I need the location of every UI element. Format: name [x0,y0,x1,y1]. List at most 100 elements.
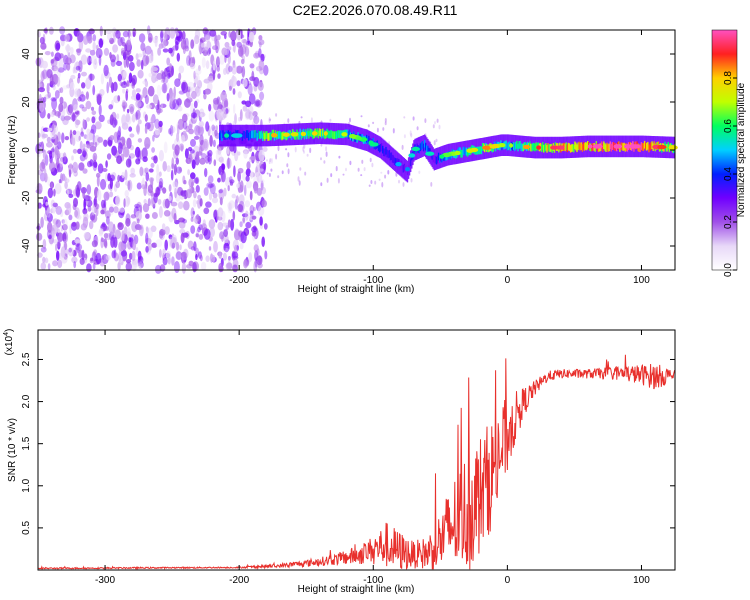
noise-blob [120,250,127,257]
noise-blob [137,250,142,261]
chart-title: C2E2.2026.070.08.49.R11 [292,2,458,18]
noise-speckle [266,159,268,162]
trace-core [518,141,520,149]
noise-blob [42,256,46,263]
noise-blob [58,152,65,158]
noise-blob [109,177,113,190]
noise-blob [72,137,76,146]
noise-blob [144,125,148,134]
noise-speckle [269,158,272,162]
noise-blob [147,32,153,44]
noise-blob [185,157,192,164]
noise-blob [66,104,73,116]
noise-blob [238,194,245,205]
noise-blob [69,47,74,55]
noise-blob [56,240,61,248]
noise-blob [74,209,79,218]
noise-blob [235,195,239,204]
noise-blob [109,206,114,213]
trace-blob [405,167,410,172]
trace-core [519,141,521,149]
noise-blob [212,192,218,199]
noise-blob [192,210,195,215]
noise-speckle [268,160,271,164]
noise-blob [255,66,263,72]
noise-blob [57,141,62,150]
noise-blob [75,90,82,96]
trace-blob [271,133,278,138]
noise-blob [195,151,200,159]
noise-blob [86,133,92,142]
noise-blob [65,57,72,65]
noise-blob [241,213,249,218]
noise-blob [219,231,225,240]
spectrogram-noise-region [35,25,441,274]
trace-core [607,144,609,152]
noise-blob [95,48,103,59]
noise-blob [75,187,81,198]
noise-blob [109,37,115,45]
noise-blob [199,157,206,165]
noise-blob [47,127,53,132]
trace-blob [670,145,677,150]
noise-blob [174,178,179,188]
noise-speckle [337,178,340,184]
noise-blob [231,64,238,75]
noise-blob [168,236,175,248]
noise-speckle [384,121,387,126]
noise-blob [185,189,192,199]
noise-speckle [370,180,373,184]
noise-blob [239,242,244,250]
trace-core [264,133,266,141]
trace-core [479,146,482,154]
noise-blob [259,216,263,226]
trace-core [603,141,605,150]
noise-speckle [277,145,280,152]
noise-blob [96,94,102,106]
noise-blob [64,181,68,189]
noise-blob [126,137,132,149]
noise-blob [224,41,230,48]
noise-blob [173,181,179,193]
colorbar-tick-label: 0.0 [723,263,734,277]
trace-core [580,142,582,150]
noise-blob [160,78,166,84]
noise-blob [108,104,113,110]
noise-blob [220,91,227,102]
trace-core [460,150,462,158]
noise-blob [66,43,70,54]
noise-blob [252,111,258,117]
noise-blob [232,264,239,273]
noise-blob [243,150,248,159]
trace-core [437,152,440,161]
noise-blob [241,65,246,78]
noise-blob [79,94,86,102]
noise-speckle [277,175,280,179]
noise-blob [187,81,195,90]
noise-blob [78,60,83,73]
noise-speckle [409,130,412,136]
noise-blob [117,142,123,155]
noise-blob [92,34,97,42]
noise-blob [178,217,186,223]
noise-blob [42,149,47,160]
noise-blob [237,203,244,213]
noise-blob [175,241,180,251]
noise-blob [125,259,132,264]
trace-core [270,132,272,141]
colorbar-gradient [712,30,737,270]
noise-blob [51,73,59,85]
noise-speckle [270,168,273,172]
noise-blob [127,36,131,46]
noise-blob [153,193,158,204]
noise-blob [118,126,122,138]
noise-blob [173,261,180,273]
trace-core [478,146,481,155]
noise-blob [124,169,128,181]
noise-blob [131,74,137,86]
noise-blob [158,206,163,218]
noise-blob [206,151,210,158]
trace-core [221,133,223,142]
trace-core [666,143,668,152]
noise-blob [232,210,236,221]
